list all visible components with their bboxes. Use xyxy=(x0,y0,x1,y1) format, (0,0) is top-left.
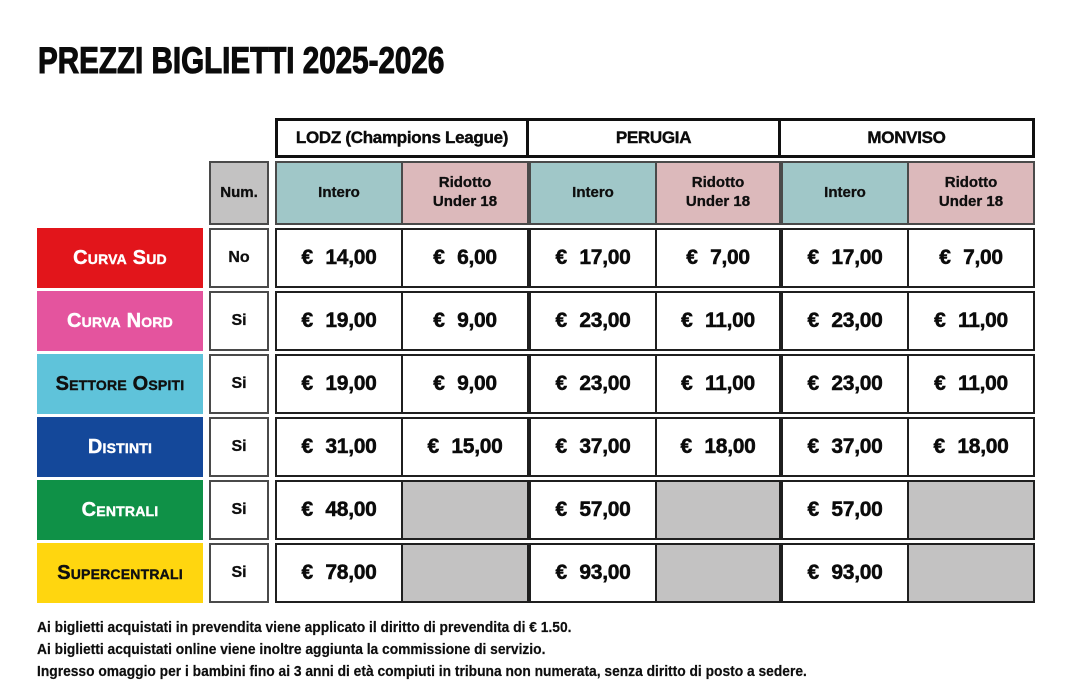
price-cell: € 11,00 xyxy=(655,354,781,414)
numbered-seat-cell: No xyxy=(209,228,269,288)
price-cell: € 37,00 xyxy=(529,417,657,477)
price-cell: € 15,00 xyxy=(401,417,529,477)
lodz-ridotto-header: Ridotto Under 18 xyxy=(401,161,529,225)
intero-header-label: Intero xyxy=(318,183,360,201)
price-cell: € 23,00 xyxy=(781,354,909,414)
ridotto-header-label: Ridotto Under 18 xyxy=(432,174,498,210)
price-cell: € 11,00 xyxy=(907,291,1035,351)
price-cell: € 9,00 xyxy=(401,354,529,414)
price-cell: € 18,00 xyxy=(655,417,781,477)
footnote-line: Ai biglietti acquistati online viene ino… xyxy=(37,641,546,658)
lodz-intero-header: Intero xyxy=(275,161,403,225)
price-cell-unavailable xyxy=(907,543,1035,603)
price-cell-unavailable xyxy=(655,543,781,603)
price-cell: € 57,00 xyxy=(781,480,909,540)
price-cell: € 17,00 xyxy=(781,228,909,288)
numbered-seat-cell: Si xyxy=(209,543,269,603)
price-cell-unavailable xyxy=(401,543,529,603)
price-cell: € 23,00 xyxy=(529,354,657,414)
monviso-intero-header: Intero xyxy=(781,161,909,225)
price-cell: € 19,00 xyxy=(275,354,403,414)
price-cell: € 23,00 xyxy=(529,291,657,351)
price-cell: € 6,00 xyxy=(401,228,529,288)
price-cell: € 11,00 xyxy=(655,291,781,351)
numbered-seat-cell: Si xyxy=(209,417,269,477)
price-cell: € 18,00 xyxy=(907,417,1035,477)
num-column-header: Num. xyxy=(209,161,269,225)
price-cell: € 93,00 xyxy=(529,543,657,603)
price-cell: € 37,00 xyxy=(781,417,909,477)
price-cell: € 78,00 xyxy=(275,543,403,603)
monviso-ridotto-header: Ridotto Under 18 xyxy=(907,161,1035,225)
ridotto-header-label: Ridotto Under 18 xyxy=(938,174,1004,210)
numbered-seat-cell: Si xyxy=(209,291,269,351)
price-cell: € 17,00 xyxy=(529,228,657,288)
price-table: LODZ (Champions League) PERUGIA MONVISO … xyxy=(37,118,1035,603)
page-title: PREZZI BIGLIETTI 2025-2026 xyxy=(38,39,445,81)
perugia-intero-header: Intero xyxy=(529,161,657,225)
sector-label-settore-ospiti: Settore Ospiti xyxy=(37,354,203,414)
footnote-line: Ai biglietti acquistati in prevendita vi… xyxy=(37,619,572,636)
sector-label-supercentrali: Supercentrali xyxy=(37,543,203,603)
intero-header-label: Intero xyxy=(824,183,866,201)
sector-label-curva-nord: Curva Nord xyxy=(37,291,203,351)
numbered-seat-cell: Si xyxy=(209,480,269,540)
price-cell-unavailable xyxy=(655,480,781,540)
sector-label-centrali: Centrali xyxy=(37,480,203,540)
numbered-seat-cell: Si xyxy=(209,354,269,414)
ridotto-header-label: Ridotto Under 18 xyxy=(685,174,751,210)
price-cell: € 31,00 xyxy=(275,417,403,477)
price-cell: € 19,00 xyxy=(275,291,403,351)
price-cell: € 7,00 xyxy=(907,228,1035,288)
price-cell: € 7,00 xyxy=(655,228,781,288)
price-cell: € 23,00 xyxy=(781,291,909,351)
price-cell: € 11,00 xyxy=(907,354,1035,414)
price-cell: € 14,00 xyxy=(275,228,403,288)
price-cell: € 48,00 xyxy=(275,480,403,540)
perugia-ridotto-header: Ridotto Under 18 xyxy=(655,161,781,225)
intero-header-label: Intero xyxy=(572,183,614,201)
price-cell: € 9,00 xyxy=(401,291,529,351)
group-header-lodz: LODZ (Champions League) xyxy=(275,118,529,158)
group-header-monviso: MONVISO xyxy=(778,118,1035,158)
sector-label-curva-sud: Curva Sud xyxy=(37,228,203,288)
price-cell: € 93,00 xyxy=(781,543,909,603)
price-cell-unavailable xyxy=(401,480,529,540)
footnote-line: Ingresso omaggio per i bambini fino ai 3… xyxy=(37,663,807,680)
price-cell-unavailable xyxy=(907,480,1035,540)
footnotes: Ai biglietti acquistati in prevendita vi… xyxy=(37,617,874,683)
price-cell: € 57,00 xyxy=(529,480,657,540)
sector-label-distinti: Distinti xyxy=(37,417,203,477)
group-header-perugia: PERUGIA xyxy=(526,118,781,158)
